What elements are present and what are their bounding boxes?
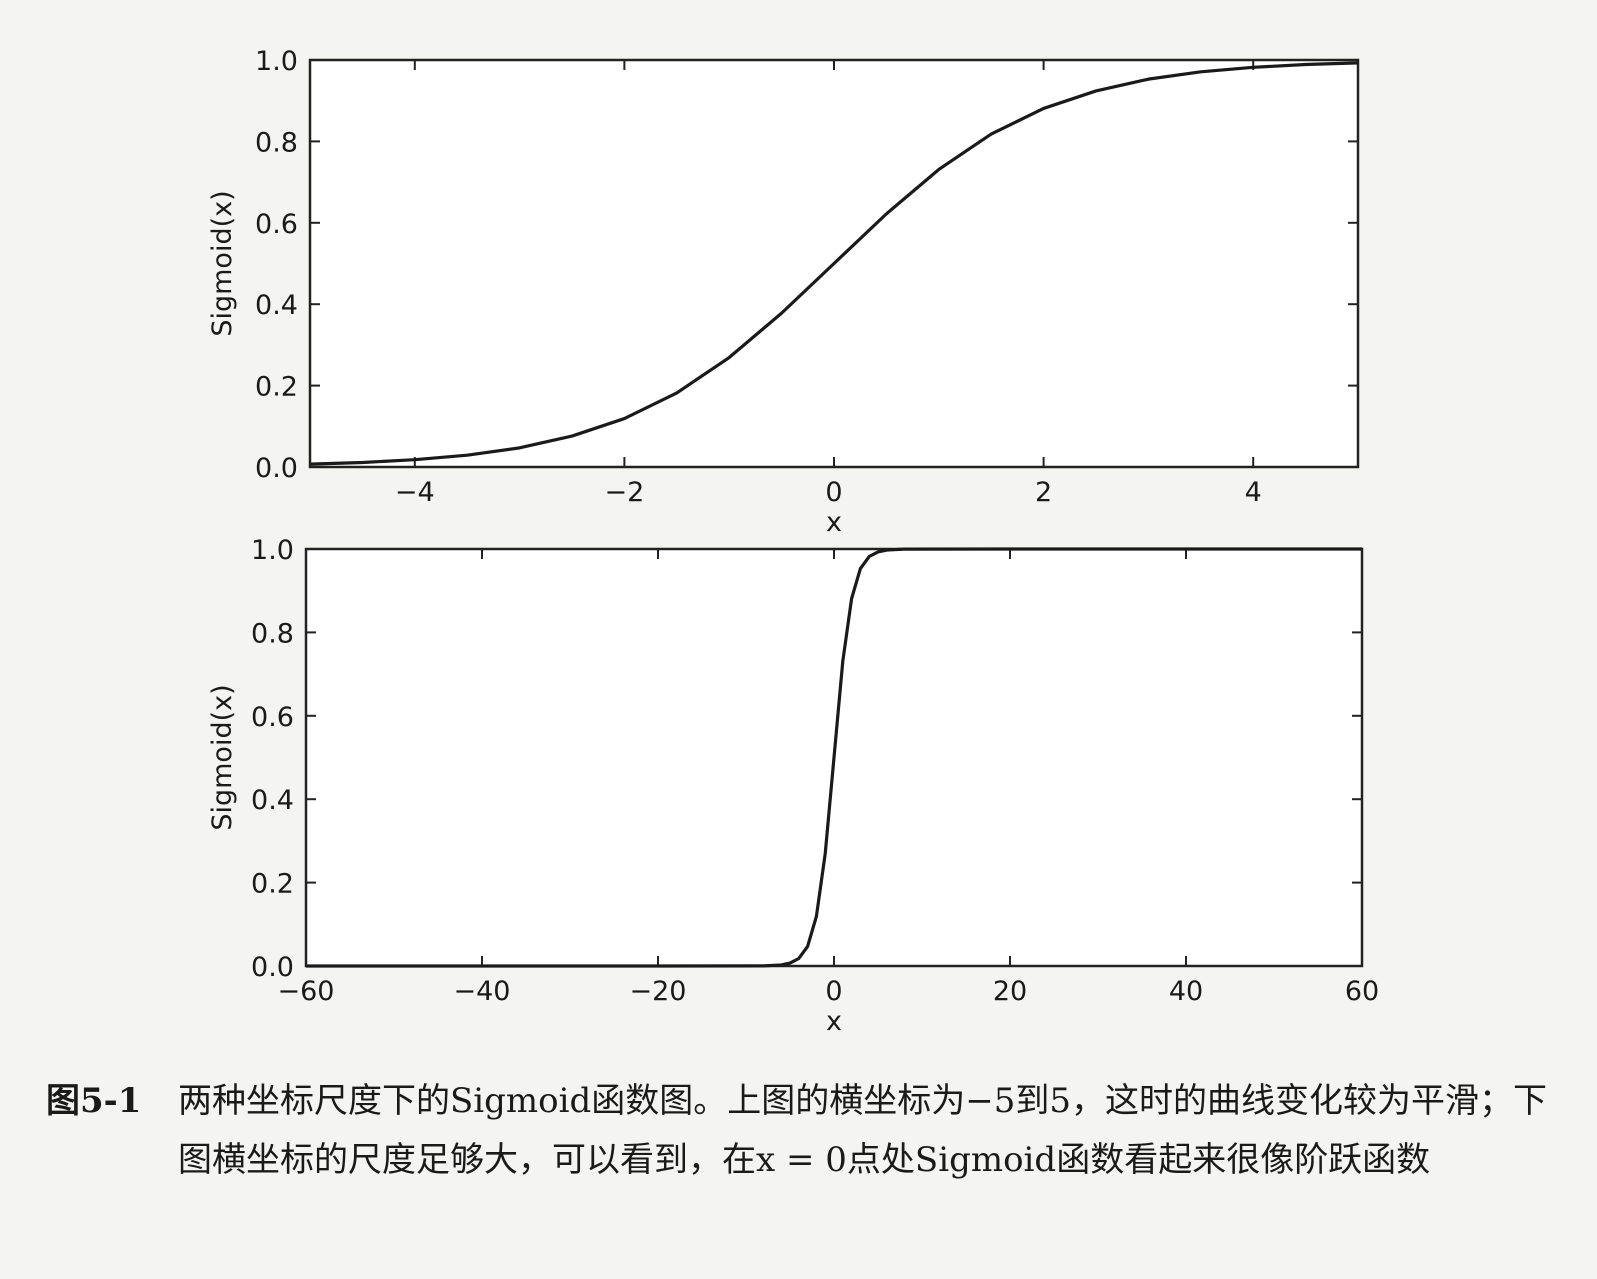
top-x-axis-label: x xyxy=(826,507,842,538)
top-y-axis-label: Sigmoid(x) xyxy=(207,190,238,336)
bottom-y-tick-label: 0.6 xyxy=(251,702,294,733)
figure-caption: 图5-1 两种坐标尺度下的Sigmoid函数图。上图的横坐标为−5到5，这时的曲… xyxy=(46,1072,1566,1190)
bottom-x-tick-label: 60 xyxy=(1345,976,1379,1007)
caption-number: 图5-1 xyxy=(46,1081,142,1121)
bottom-y-tick-label: 0.2 xyxy=(251,869,294,900)
bottom-x-tick-label: −60 xyxy=(278,976,335,1007)
top-x-tick-label: 2 xyxy=(1035,477,1052,508)
bottom-x-tick-label: −40 xyxy=(454,976,511,1007)
bottom-y-tick-label: 0.4 xyxy=(251,785,294,816)
top-x-tick-label: 0 xyxy=(825,477,842,508)
top-sigmoid-chart: −4 −2 0 2 4 0.0 0.2 0.4 0.6 0.8 1.0 x Sigmoid(x) xyxy=(207,46,1360,538)
bottom-y-axis-label: Sigmoid(x) xyxy=(207,684,238,830)
top-y-tick-label: 0.0 xyxy=(255,453,298,484)
bottom-x-tick-label: 40 xyxy=(1169,976,1203,1007)
bottom-x-tick-label: −20 xyxy=(630,976,687,1007)
top-x-tick-label: −4 xyxy=(395,477,435,508)
bottom-y-tick-label: 0.8 xyxy=(251,618,294,649)
top-x-tick-label: 4 xyxy=(1245,477,1262,508)
top-y-tick-label: 0.4 xyxy=(255,290,298,321)
top-y-tick-label: 0.2 xyxy=(255,372,298,403)
bottom-x-axis-label: x xyxy=(826,1006,842,1037)
top-x-tick-label: −2 xyxy=(604,477,644,508)
top-y-tick-label: 0.8 xyxy=(255,127,298,158)
caption-text: 两种坐标尺度下的Sigmoid函数图。上图的横坐标为−5到5，这时的曲线变化较为… xyxy=(178,1081,1548,1180)
bottom-x-tick-label: 0 xyxy=(825,976,842,1007)
bottom-y-tick-label: 1.0 xyxy=(251,535,294,566)
top-y-tick-label: 0.6 xyxy=(255,209,298,240)
bottom-x-tick-label: 20 xyxy=(993,976,1027,1007)
bottom-sigmoid-chart: −60 −40 −20 0 20 40 60 0.0 0.2 0.4 0.6 0.8 1.0 x Sigmo… xyxy=(207,535,1379,1037)
top-y-tick-label: 1.0 xyxy=(255,46,298,77)
bottom-y-tick-label: 0.0 xyxy=(251,952,294,983)
